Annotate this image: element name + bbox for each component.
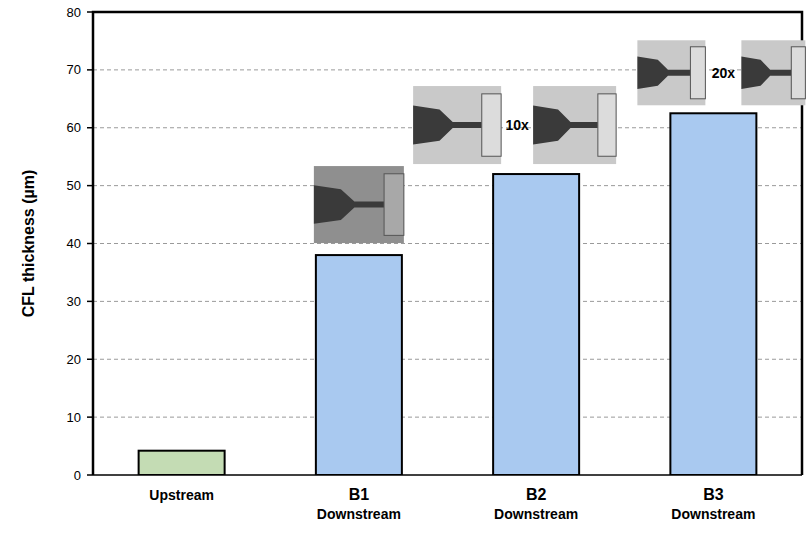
micrograph-chamber — [791, 47, 805, 99]
micrograph-channel — [533, 106, 598, 145]
micrograph-chamber — [690, 47, 705, 99]
micrograph-channel — [413, 106, 482, 145]
annotation: 20x — [712, 65, 736, 81]
micrograph-bg — [314, 166, 404, 243]
micrograph — [637, 40, 705, 105]
micrograph-chamber — [598, 94, 616, 156]
micrograph — [413, 86, 501, 164]
bars — [139, 113, 757, 475]
micrograph-channel — [637, 57, 690, 90]
category-line: Downstream — [671, 506, 755, 522]
category-label: B2 Downstream — [494, 486, 578, 522]
micrograph-chamber — [482, 94, 501, 156]
category-line: Downstream — [317, 506, 401, 522]
chart-svg: 0 10 20 30 40 50 60 70 80 Upstream B1 Downstream B2 D… — [0, 0, 810, 540]
tick-label: 10 — [67, 410, 81, 425]
x-axis — [93, 474, 802, 476]
category-line: B1 — [349, 486, 370, 503]
category-line: B2 — [526, 486, 547, 503]
y-axis-title: CFL thickness (µm) — [20, 170, 37, 318]
micrograph — [314, 166, 404, 243]
bar — [139, 451, 225, 475]
category-label: Upstream — [149, 487, 214, 503]
micrograph-bg — [741, 40, 805, 105]
tick-label: 30 — [67, 294, 81, 309]
micrograph — [741, 40, 805, 105]
tick-label: 80 — [67, 5, 81, 20]
bar — [493, 174, 579, 475]
category-label: B1 Downstream — [317, 486, 401, 522]
tick-label: 60 — [67, 120, 81, 135]
tick-label: 70 — [67, 62, 81, 77]
micrograph-bg — [413, 86, 501, 164]
bar — [670, 113, 756, 475]
tick-label: 50 — [67, 178, 81, 193]
category-line: Downstream — [494, 506, 578, 522]
micrograph-channel — [741, 57, 791, 90]
micrograph-channel — [314, 185, 384, 224]
micrograph — [533, 86, 616, 164]
bar — [316, 255, 402, 475]
micrograph-chamber — [384, 174, 404, 236]
category-line: B3 — [703, 486, 724, 503]
tick-label: 0 — [74, 468, 81, 483]
micrograph-bg — [637, 40, 705, 105]
category-label: B3 Downstream — [671, 486, 755, 522]
frame — [93, 12, 802, 475]
chart-root: 0 10 20 30 40 50 60 70 80 Upstream B1 Downstream B2 D… — [0, 0, 810, 540]
tick-label: 20 — [67, 352, 81, 367]
annotation: 10x — [505, 117, 529, 133]
tick-label: 40 — [67, 236, 81, 251]
micrograph-bg — [533, 86, 616, 164]
